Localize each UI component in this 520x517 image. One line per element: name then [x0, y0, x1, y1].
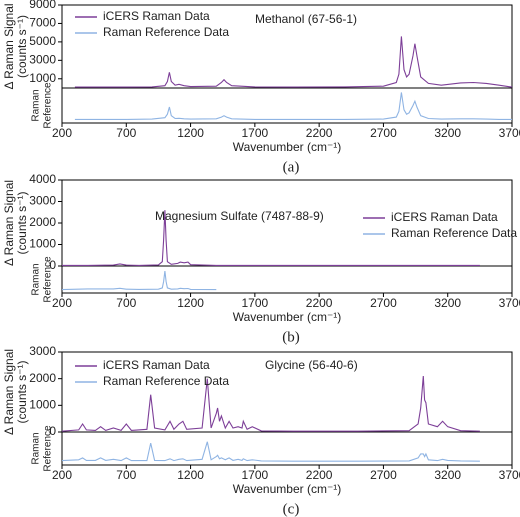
y-tick-label: 2000: [29, 371, 56, 385]
x-tick-label: 3200: [434, 468, 461, 482]
x-axis-label: Wavenumber (cm⁻¹): [233, 310, 342, 324]
y-axis-label: (counts s⁻¹): [15, 360, 29, 423]
y-tick-label: 3000: [29, 344, 56, 358]
reference-axis-label: Reference: [43, 425, 54, 472]
chart-title: Methanol (67-56-1): [255, 12, 357, 26]
x-tick-label: 2200: [306, 126, 333, 140]
y-axis-label: (counts s⁻¹): [15, 191, 29, 254]
legend-label: Raman Reference Data: [391, 226, 517, 240]
x-tick-label: 200: [52, 468, 72, 482]
chart-title: Glycine (56-40-6): [265, 358, 358, 372]
y-tick-label: 3000: [29, 53, 56, 67]
reference-frame: [61, 265, 513, 294]
y-tick-label: 1000: [29, 71, 56, 85]
x-tick-label: 3200: [434, 126, 461, 140]
series-line: [74, 36, 513, 88]
legend-label: iCERS Raman Data: [391, 210, 498, 224]
chart-title: Magnesium Sulfate (7487-88-9): [155, 209, 324, 223]
y-tick-label: 4000: [29, 172, 56, 186]
y-axis-label: Δ Raman Signal: [2, 3, 16, 89]
x-tick-label: 700: [116, 468, 136, 482]
x-tick-label: 1700: [242, 126, 269, 140]
y-tick-label: 0: [49, 424, 56, 438]
legend-label: iCERS Raman Data: [103, 358, 210, 372]
x-axis-label: Wavenumber (cm⁻¹): [233, 482, 342, 496]
reference-frame: [61, 431, 513, 466]
reference-axis-label: Reference: [43, 256, 54, 303]
y-tick-label: 0: [49, 258, 56, 272]
y-axis-label: (counts s⁻¹): [15, 15, 29, 78]
reference-axis-label: Raman: [31, 89, 42, 121]
x-tick-label: 2200: [306, 296, 333, 310]
x-tick-label: 200: [52, 126, 72, 140]
x-tick-label: 700: [116, 296, 136, 310]
x-tick-label: 2700: [370, 296, 397, 310]
x-tick-label: 2200: [306, 468, 333, 482]
x-tick-label: 2700: [370, 468, 397, 482]
series-line: [74, 92, 512, 120]
x-tick-label: 700: [116, 126, 136, 140]
x-tick-label: 3700: [499, 296, 520, 310]
legend-label: Raman Reference Data: [103, 374, 229, 388]
reference-axis-label: Reference: [43, 82, 54, 129]
reference-axis-label: Raman: [31, 432, 42, 464]
reference-frame: [61, 87, 513, 124]
x-tick-label: 1200: [177, 468, 204, 482]
x-tick-label: 1700: [242, 296, 269, 310]
legend-label: Raman Reference Data: [103, 25, 229, 39]
y-tick-label: 9000: [29, 0, 56, 11]
x-tick-label: 1200: [177, 296, 204, 310]
x-tick-label: 1700: [242, 468, 269, 482]
y-axis-label: Δ Raman Signal: [2, 349, 16, 435]
series-line: [61, 441, 480, 462]
y-tick-label: 5000: [29, 34, 56, 48]
x-tick-label: 3700: [499, 126, 520, 140]
y-axis-label: Δ Raman Signal: [2, 180, 16, 266]
y-tick-label: 1000: [29, 398, 56, 412]
caption: (c): [283, 501, 300, 517]
series-line: [61, 271, 217, 291]
caption: (a): [283, 159, 300, 175]
x-tick-label: 3200: [434, 296, 461, 310]
x-tick-label: 200: [52, 296, 72, 310]
y-tick-label: 1000: [29, 237, 56, 251]
y-tick-label: 2000: [29, 215, 56, 229]
series-line: [62, 210, 480, 266]
y-tick-label: 3000: [29, 194, 56, 208]
reference-axis-label: Raman: [31, 263, 42, 295]
x-tick-label: 2700: [370, 126, 397, 140]
y-tick-label: 7000: [29, 16, 56, 30]
caption: (b): [282, 329, 300, 345]
legend-label: iCERS Raman Data: [103, 9, 210, 23]
series-line: [61, 375, 480, 432]
x-tick-label: 1200: [177, 126, 204, 140]
x-axis-label: Wavenumber (cm⁻¹): [233, 140, 342, 154]
x-tick-label: 3700: [499, 468, 520, 482]
